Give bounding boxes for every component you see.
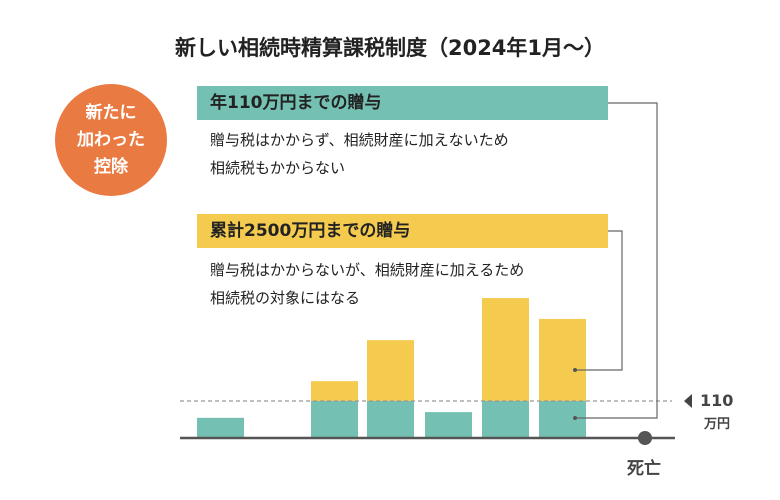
annual-gift-heading: 年110万円までの贈与 bbox=[197, 86, 608, 120]
threshold-unit: 万円 bbox=[704, 417, 731, 432]
threshold-value: 110 bbox=[700, 391, 734, 410]
cumulative-gift-heading: 累計2500万円までの贈与 bbox=[197, 214, 608, 248]
badge-line: 加わった bbox=[77, 129, 145, 150]
annual-gift-bar bbox=[425, 412, 472, 438]
connector-dot bbox=[573, 416, 577, 420]
annual-gift-bar bbox=[482, 401, 529, 438]
annual-gift-bar bbox=[197, 417, 244, 438]
description-line: 相続税の対象にはなる bbox=[210, 289, 361, 307]
cumulative-gift-description: 贈与税はかからないが、相続財産に加えるため 相続税の対象にはなる bbox=[210, 256, 524, 312]
annual-gift-bar bbox=[311, 401, 358, 438]
annual-gift-connector bbox=[575, 102, 658, 419]
badge-line: 控除 bbox=[94, 156, 128, 177]
cumulative-gift-connector bbox=[575, 230, 623, 371]
threshold-arrow-icon bbox=[684, 394, 692, 408]
cumulative-gift-bar bbox=[311, 381, 358, 401]
cumulative-gift-bar bbox=[367, 340, 414, 401]
annual-gift-bar bbox=[367, 401, 414, 438]
description-line: 贈与税はかからず、相続財産に加えないため bbox=[210, 131, 509, 149]
description-line: 相続税もかからない bbox=[210, 159, 346, 177]
death-marker-icon bbox=[638, 431, 652, 445]
annual-gift-bar bbox=[539, 401, 586, 438]
connector-dot bbox=[573, 368, 577, 372]
new-deduction-badge: 新たに 加わった 控除 bbox=[55, 84, 167, 196]
cumulative-gift-bar bbox=[539, 318, 586, 401]
cumulative-gift-bar bbox=[482, 298, 529, 401]
page-title: 新しい相続時精算課税制度（2024年1月〜） bbox=[174, 36, 606, 60]
death-label: 死亡 bbox=[627, 459, 661, 479]
badge-line: 新たに bbox=[85, 102, 137, 123]
annual-gift-description: 贈与税はかからず、相続財産に加えないため 相続税もかからない bbox=[210, 126, 509, 182]
description-line: 贈与税はかからないが、相続財産に加えるため bbox=[210, 261, 525, 279]
